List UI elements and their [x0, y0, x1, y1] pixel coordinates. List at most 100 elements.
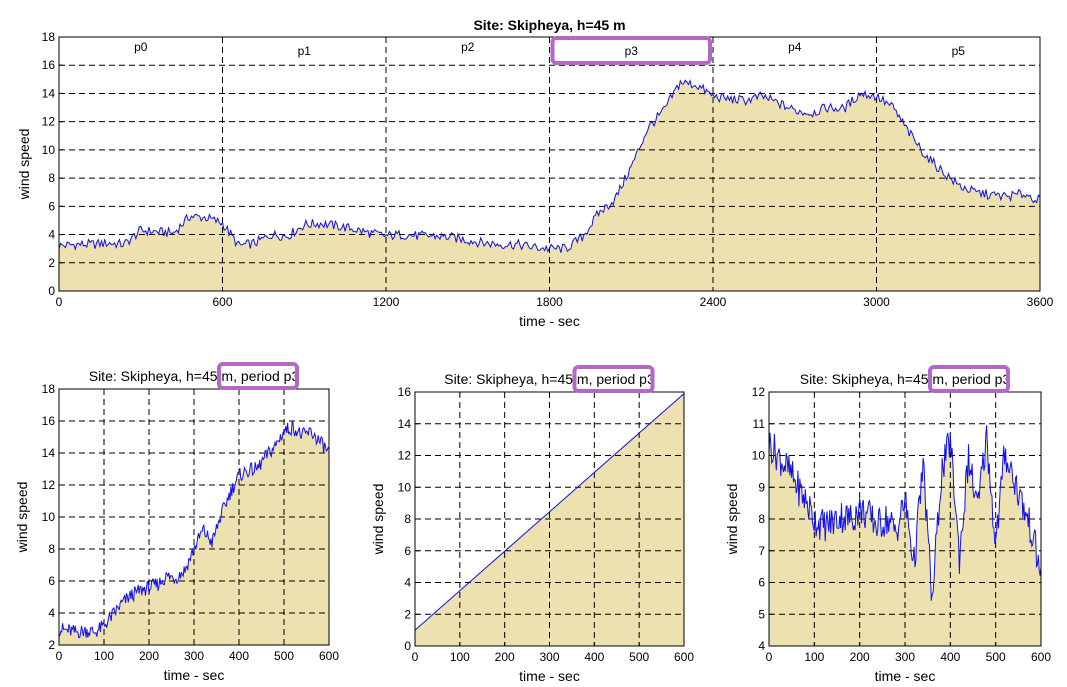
y-tick-label: 8 [48, 171, 55, 185]
period-label: p4 [788, 40, 802, 54]
y-tick-label: 8 [758, 512, 765, 526]
x-tick-label: 600 [674, 650, 694, 664]
title-highlight-box [928, 365, 1010, 393]
chart-title-period: period p3 [241, 368, 300, 384]
y-tick-label: 6 [48, 199, 55, 213]
x-tick-label: 2400 [700, 295, 727, 309]
x-tick-label: 1800 [536, 295, 563, 309]
y-axis-label: wind speed [724, 484, 740, 556]
x-tick-label: 200 [139, 649, 159, 663]
title-highlight-box [217, 362, 299, 390]
chart-title-site: Site: Skipheya, h=45 m, [800, 371, 952, 387]
x-tick-label: 100 [450, 650, 470, 664]
series-line [58, 420, 330, 639]
y-tick-label: 2 [404, 607, 411, 621]
x-tick-label: 100 [804, 650, 824, 664]
x-tick-label: 300 [895, 650, 915, 664]
x-tick-label: 600 [319, 649, 339, 663]
y-tick-label: 12 [398, 449, 412, 463]
chart-title: Site: Skipheya, h=45 m, period p3 [89, 368, 300, 384]
y-tick-label: 0 [404, 639, 411, 653]
y-tick-label: 4 [48, 606, 55, 620]
y-tick-label: 4 [404, 576, 411, 590]
series-area [59, 421, 329, 645]
y-tick-label: 18 [42, 30, 56, 44]
x-tick-label: 1200 [373, 295, 400, 309]
series-area [59, 80, 1040, 291]
y-tick-label: 14 [42, 446, 56, 460]
chart-title: Site: Skipheya, h=45 m [473, 17, 625, 33]
y-tick-label: 14 [398, 417, 412, 431]
y-tick-label: 12 [42, 478, 56, 492]
x-tick-label: 600 [1031, 650, 1051, 664]
y-tick-label: 7 [758, 544, 765, 558]
chart-title-site: Site: Skipheya, h=45 m, [444, 371, 596, 387]
y-tick-label: 10 [42, 143, 56, 157]
period-highlight-box [550, 36, 712, 65]
x-tick-label: 200 [850, 650, 870, 664]
p3-measured-panel: 0 100 200 300 400 500 600 2 4 6 8 10 12 14 16 18 time - … [14, 362, 339, 683]
y-tick-label: 12 [752, 385, 766, 399]
x-tick-label: 200 [495, 650, 515, 664]
series-line [768, 425, 1042, 601]
x-tick-label: 500 [629, 650, 649, 664]
y-axis-label: wind speed [370, 484, 386, 556]
x-tick-label: 600 [212, 295, 232, 309]
x-tick-label: 500 [986, 650, 1006, 664]
title-highlight-box [572, 365, 655, 393]
x-tick-label: 400 [940, 650, 960, 664]
y-tick-label: 10 [398, 480, 412, 494]
x-tick-label: 3000 [863, 295, 890, 309]
x-axis-label: time - sec [875, 668, 936, 684]
y-tick-label: 16 [42, 414, 56, 428]
y-axis-label: wind speed [16, 129, 32, 201]
y-tick-label: 2 [48, 638, 55, 652]
y-tick-label: 0 [48, 284, 55, 298]
x-tick-label: 0 [56, 649, 63, 663]
chart-title-period: period p3 [596, 371, 655, 387]
x-axis-label: time - sec [519, 668, 580, 684]
x-axis-label: time - sec [519, 313, 580, 329]
x-tick-label: 500 [274, 649, 294, 663]
x-tick-label: 3600 [1027, 295, 1054, 309]
y-tick-label: 9 [758, 480, 765, 494]
y-tick-label: 4 [758, 639, 765, 653]
x-tick-label: 300 [539, 650, 559, 664]
period-label: p0 [134, 40, 148, 54]
period-label: p2 [461, 40, 475, 54]
y-tick-label: 16 [398, 385, 412, 399]
p3-detrended-panel: 0 100 200 300 400 500 600 4 5 6 7 8 9 10 11 12 time - se… [724, 365, 1051, 684]
p3-linear-trend-panel: 0 100 200 300 400 500 600 0 2 4 6 8 10 12 14 16 time - s… [370, 365, 694, 684]
x-tick-label: 400 [229, 649, 249, 663]
x-tick-label: 0 [56, 295, 63, 309]
x-tick-label: 100 [94, 649, 114, 663]
y-tick-label: 18 [42, 382, 56, 396]
y-tick-label: 2 [48, 256, 55, 270]
y-tick-label: 8 [404, 512, 411, 526]
series-line [58, 78, 1041, 253]
period-label: p3 [625, 44, 639, 58]
y-tick-label: 10 [42, 510, 56, 524]
x-tick-label: 0 [766, 650, 773, 664]
y-axis-label: wind speed [14, 482, 30, 554]
period-label: p5 [952, 44, 966, 58]
y-tick-label: 6 [404, 544, 411, 558]
x-tick-label: 400 [584, 650, 604, 664]
x-tick-label: 0 [412, 650, 419, 664]
x-tick-label: 300 [184, 649, 204, 663]
y-tick-label: 10 [752, 449, 766, 463]
y-tick-label: 8 [48, 542, 55, 556]
y-tick-label: 16 [42, 58, 56, 72]
main-time-series-panel: 0 600 1200 1800 2400 3000 3600 0 2 4 6 8 10 12 14 16 18 t… [16, 17, 1054, 329]
y-tick-label: 11 [753, 417, 766, 431]
series-line [414, 393, 685, 631]
y-tick-label: 6 [48, 574, 55, 588]
chart-title: Site: Skipheya, h=45 m, period p3 [444, 371, 655, 387]
y-tick-label: 5 [758, 607, 765, 621]
x-axis-label: time - sec [164, 667, 225, 683]
y-tick-label: 14 [42, 86, 56, 100]
period-label: p1 [298, 44, 312, 58]
chart-title-site: Site: Skipheya, h=45 m, [89, 368, 241, 384]
y-tick-label: 4 [48, 228, 55, 242]
